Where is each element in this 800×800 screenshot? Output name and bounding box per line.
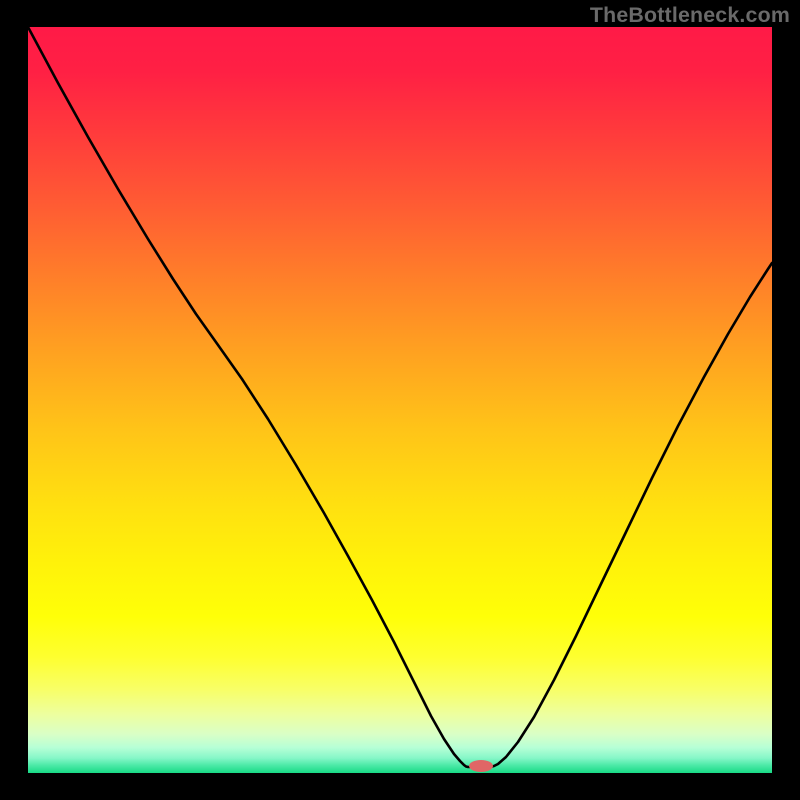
chart-svg <box>28 27 772 773</box>
watermark-text: TheBottleneck.com <box>590 3 790 28</box>
optimum-marker <box>469 760 493 772</box>
chart-background-gradient <box>28 27 772 773</box>
chart-plot-area <box>28 27 772 773</box>
